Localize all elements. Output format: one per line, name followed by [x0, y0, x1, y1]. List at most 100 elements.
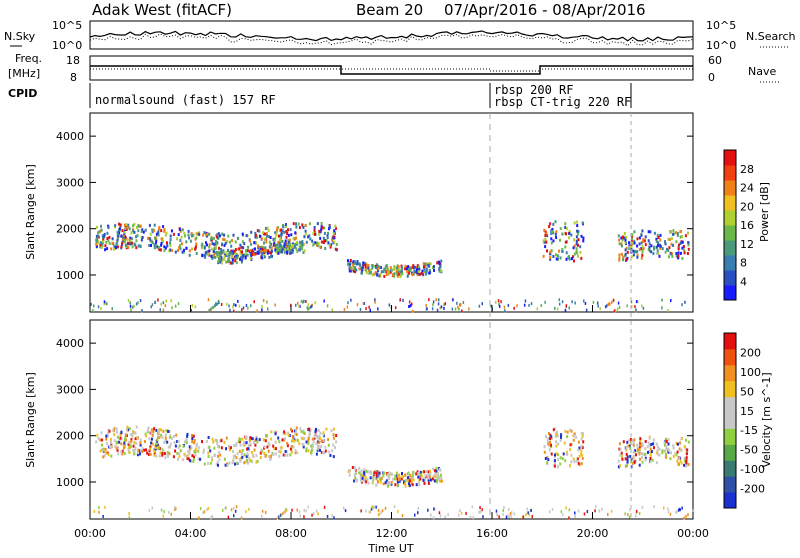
vel-data-point: [253, 448, 256, 452]
power-data-point: [319, 245, 322, 249]
vel-data-point: [626, 458, 629, 462]
vel-data-point: [264, 439, 267, 443]
power-data-noise-point: [540, 304, 542, 307]
vel-data-point: [581, 434, 584, 438]
power-data-noise-point: [437, 302, 440, 306]
vel-data-noise-point: [207, 506, 210, 510]
vel-data-point: [570, 429, 573, 433]
vel-data-point: [308, 431, 311, 435]
power-data-noise-point: [365, 307, 367, 311]
vel-data-point: [638, 463, 641, 467]
power-data-point: [641, 248, 644, 252]
power-data-point: [275, 247, 278, 250]
vel-data-point: [382, 471, 385, 475]
vel-data-point: [243, 443, 246, 447]
vel-data-point: [186, 434, 189, 438]
vel-data-point: [211, 456, 214, 460]
power-data-point: [640, 233, 643, 237]
power-data-point: [208, 245, 211, 249]
power-data-point: [347, 259, 349, 263]
vel-data-point: [235, 444, 238, 448]
power-data-point: [397, 272, 400, 276]
vel-data-noise-point: [381, 509, 384, 513]
time-axis-label: Time UT: [367, 542, 413, 554]
power-data-point: [164, 233, 167, 237]
power-data-point: [657, 236, 660, 239]
power-data-point: [157, 230, 160, 234]
vel-data-point: [269, 454, 272, 458]
power-data-point: [409, 269, 412, 273]
vel-data-point: [632, 450, 635, 454]
power-data-noise-point: [106, 302, 108, 306]
power-data-point: [327, 241, 330, 245]
power-data-point: [251, 250, 254, 253]
vel-data-point: [400, 477, 403, 481]
vel-data-noise-point: [482, 515, 484, 519]
vel-data-point: [311, 445, 314, 449]
vel-data-point: [189, 447, 192, 451]
vel-data-point: [687, 440, 690, 444]
cpid-label: CPID: [8, 87, 37, 100]
power-data-point: [267, 249, 270, 253]
power-data-noise-point: [599, 307, 601, 311]
vel-data-point: [641, 460, 644, 464]
vel-data-noise-point: [508, 515, 510, 519]
power-data-point: [389, 266, 392, 270]
power-data-noise-point: [174, 304, 177, 308]
vel-data-point: [119, 432, 122, 436]
power-data-point: [632, 253, 635, 257]
power-data-point: [274, 231, 277, 235]
power-data-point: [674, 231, 677, 235]
vel-data-point: [285, 450, 288, 454]
power-data-point: [95, 225, 98, 229]
vel-data-point: [195, 444, 198, 448]
vel-data-point: [133, 431, 136, 435]
vel-data-point: [429, 472, 432, 476]
vel-data-point: [672, 454, 675, 458]
vel-data-point: [547, 458, 550, 462]
vel-data-point: [619, 453, 622, 457]
power-data-point: [276, 226, 279, 230]
power-data-point: [570, 233, 573, 237]
power-data-noise-point: [160, 302, 162, 306]
power-data-point: [214, 255, 217, 259]
vel-data-point: [134, 431, 137, 435]
power-data-point: [322, 241, 325, 244]
power-data-point: [657, 243, 659, 247]
vel-data-point: [556, 453, 559, 457]
vel-cbar-tick: 50: [740, 385, 754, 398]
vel-cbar-frame: [723, 332, 737, 509]
power-data-point: [100, 245, 103, 249]
vel-data-point: [207, 451, 210, 455]
power-data-point: [282, 247, 285, 251]
power-data-point: [422, 265, 425, 269]
power-data-point: [412, 264, 415, 268]
vel-data-point: [410, 481, 413, 485]
power-data-point: [249, 249, 252, 252]
power-data-noise-point: [530, 302, 533, 306]
vel-data-noise-point: [225, 506, 227, 510]
vel-data-point: [212, 440, 215, 444]
power-data-noise-point: [363, 302, 366, 305]
vel-data-noise-point: [627, 513, 629, 517]
vel-data-point: [190, 446, 193, 450]
power-data-point: [624, 240, 627, 244]
vel-data-point: [240, 457, 242, 461]
power-data-point: [328, 243, 331, 247]
vel-data-point: [274, 440, 277, 444]
power-data-point: [252, 253, 255, 257]
power-data-point: [290, 233, 293, 237]
vel-data-noise-point: [480, 509, 482, 513]
vel-data-point: [404, 484, 407, 488]
vel-data-noise-point: [687, 513, 689, 517]
vel-data-point: [174, 449, 177, 453]
power-data-point: [382, 270, 385, 274]
vel-data-point: [100, 448, 103, 451]
vel-data-point: [580, 449, 583, 453]
power-data-point: [177, 249, 179, 252]
vel-data-point: [680, 437, 683, 441]
power-data-point: [399, 275, 402, 278]
power-data-point: [95, 238, 98, 242]
vel-cbar-swatch: [724, 412, 736, 429]
power-data-point: [234, 252, 237, 256]
